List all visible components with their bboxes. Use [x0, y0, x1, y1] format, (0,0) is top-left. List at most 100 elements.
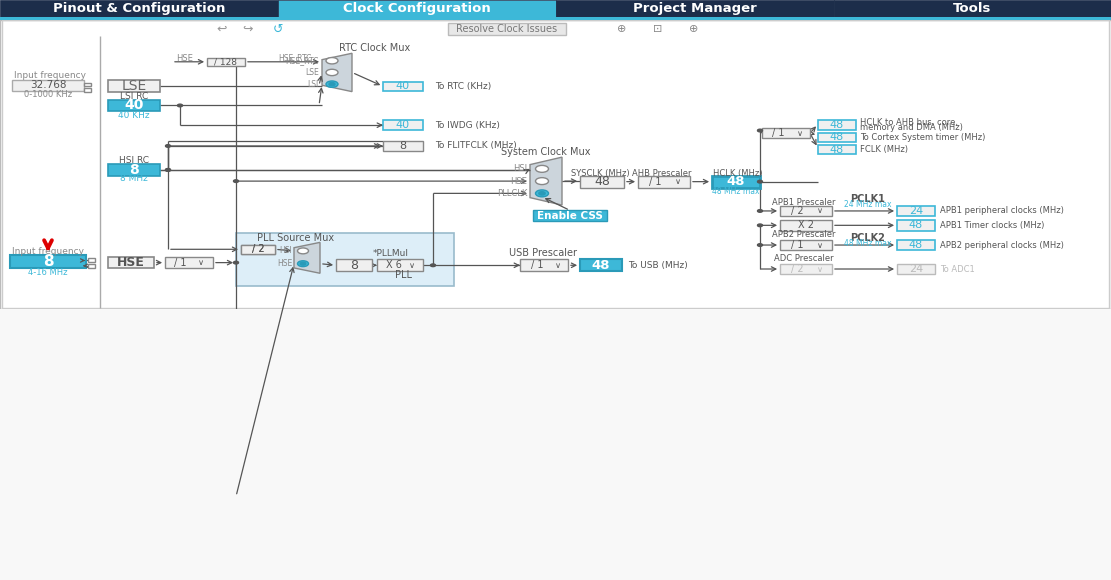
Text: Project Manager: Project Manager	[633, 2, 757, 15]
Text: APB1 Prescaler: APB1 Prescaler	[772, 198, 835, 207]
Text: Input frequency: Input frequency	[12, 247, 84, 256]
Bar	[88, 258, 96, 262]
Text: To Cortex System timer (MHz): To Cortex System timer (MHz)	[860, 133, 985, 142]
Text: 48: 48	[830, 120, 844, 130]
Circle shape	[326, 57, 338, 64]
Bar	[383, 141, 423, 151]
Text: X 2: X 2	[798, 220, 814, 230]
Text: To FLITFCLK (MHz): To FLITFCLK (MHz)	[436, 142, 517, 150]
Text: ∨: ∨	[797, 129, 803, 137]
Text: To ADC1: To ADC1	[940, 264, 974, 274]
Circle shape	[430, 264, 436, 267]
Text: LSE: LSE	[306, 68, 319, 77]
Bar	[780, 264, 832, 274]
Text: AHB Prescaler: AHB Prescaler	[632, 169, 692, 177]
Text: ⊡: ⊡	[653, 24, 662, 34]
Circle shape	[758, 180, 762, 183]
Text: ↪: ↪	[242, 23, 253, 36]
Circle shape	[326, 69, 338, 75]
Bar	[897, 220, 935, 231]
Circle shape	[166, 169, 170, 171]
Text: / 1: / 1	[772, 128, 784, 138]
Bar	[108, 100, 160, 111]
Text: ∨: ∨	[409, 261, 416, 270]
Bar	[533, 211, 607, 221]
Text: 48 MHz max: 48 MHz max	[712, 187, 760, 195]
Text: HSI RC: HSI RC	[119, 157, 149, 165]
Text: 48: 48	[830, 144, 844, 155]
Circle shape	[166, 144, 170, 147]
Bar	[12, 80, 84, 90]
Bar	[897, 264, 935, 274]
Polygon shape	[530, 157, 562, 205]
Circle shape	[536, 165, 549, 172]
Text: Tools: Tools	[953, 2, 992, 15]
Text: / 2: / 2	[252, 244, 264, 254]
Circle shape	[329, 82, 336, 86]
Bar	[336, 259, 372, 271]
Text: PLLCLK: PLLCLK	[497, 189, 527, 198]
Bar	[108, 258, 154, 268]
Circle shape	[166, 169, 170, 171]
Bar	[84, 88, 91, 92]
Text: 48 MHz max: 48 MHz max	[844, 239, 892, 248]
Text: 8: 8	[42, 254, 53, 269]
Bar	[818, 145, 855, 154]
Text: Pinout & Configuration: Pinout & Configuration	[53, 2, 226, 15]
Text: PLL Source Mux: PLL Source Mux	[258, 233, 334, 243]
Circle shape	[300, 262, 306, 265]
Text: ↺: ↺	[272, 23, 283, 36]
Circle shape	[178, 104, 182, 107]
Text: HSE: HSE	[510, 177, 527, 186]
Circle shape	[758, 244, 762, 246]
Bar	[780, 206, 832, 216]
Text: 40 KHz: 40 KHz	[118, 111, 150, 119]
Text: LSI: LSI	[308, 79, 319, 89]
Bar	[383, 121, 423, 130]
Bar	[0, 0, 278, 17]
Bar	[278, 0, 556, 17]
Text: / 2: / 2	[791, 264, 803, 274]
Bar	[712, 176, 760, 187]
Bar	[10, 255, 86, 268]
Text: ∨: ∨	[817, 241, 823, 249]
Circle shape	[298, 261, 309, 267]
Text: ∨: ∨	[675, 177, 681, 186]
Bar	[556, 0, 834, 17]
Text: / 1: / 1	[791, 240, 803, 250]
Text: ⊕: ⊕	[689, 24, 699, 34]
Text: / 128: / 128	[214, 57, 238, 66]
Bar	[236, 233, 454, 286]
Text: ∨: ∨	[817, 206, 823, 215]
Bar	[241, 245, 276, 254]
Text: 24: 24	[909, 264, 923, 274]
Text: LSE: LSE	[121, 79, 147, 93]
Text: / 1: / 1	[531, 260, 543, 270]
Text: 48: 48	[830, 132, 844, 143]
Bar	[520, 259, 568, 271]
Text: RTC Clock Mux: RTC Clock Mux	[339, 43, 411, 53]
Text: ∨: ∨	[198, 258, 204, 267]
Text: 48: 48	[909, 240, 923, 250]
Text: Input frequency: Input frequency	[14, 71, 86, 80]
Text: PCLK1: PCLK1	[851, 194, 885, 204]
Polygon shape	[294, 242, 320, 273]
Text: System Clock Mux: System Clock Mux	[501, 147, 591, 157]
Text: 48: 48	[727, 175, 745, 188]
Text: HSE: HSE	[177, 53, 193, 63]
Bar	[241, 245, 276, 254]
Text: 8: 8	[129, 163, 139, 177]
Text: / 2: / 2	[791, 206, 803, 216]
Bar	[108, 80, 160, 92]
Text: ADC Prescaler: ADC Prescaler	[774, 254, 834, 263]
Circle shape	[539, 191, 546, 195]
Circle shape	[536, 177, 549, 184]
Bar	[580, 259, 622, 271]
Text: HSI: HSI	[513, 164, 527, 173]
Text: APB2 Prescaler: APB2 Prescaler	[772, 230, 835, 239]
Circle shape	[536, 190, 549, 197]
Text: Resolve Clock Issues: Resolve Clock Issues	[457, 24, 558, 34]
Text: To USB (MHz): To USB (MHz)	[628, 261, 688, 270]
Bar	[580, 176, 624, 187]
Text: Clock Configuration: Clock Configuration	[343, 2, 491, 15]
